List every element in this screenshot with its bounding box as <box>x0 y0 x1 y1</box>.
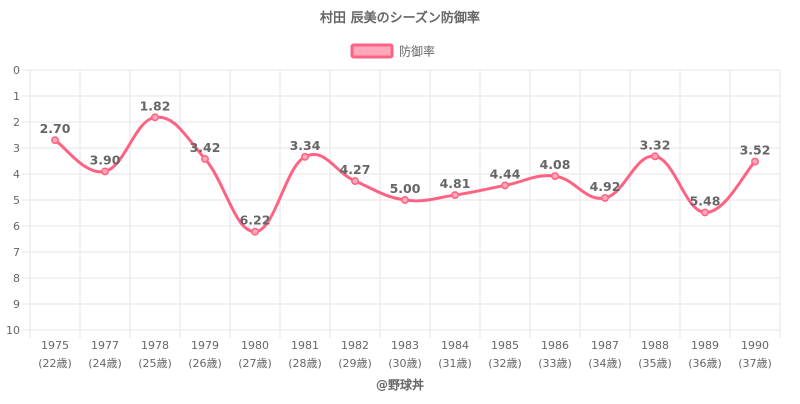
x-tick-sublabel: (33歳) <box>538 357 572 370</box>
x-tick-label: 1980 <box>241 339 269 352</box>
era-data-point[interactable] <box>751 157 759 166</box>
era-value-label: 4.27 <box>340 162 371 177</box>
x-tick-sublabel: (28歳) <box>288 357 322 370</box>
x-tick-sublabel: (37歳) <box>738 357 772 370</box>
era-data-point[interactable] <box>201 154 209 163</box>
credit-text: @野球丼 <box>376 377 424 392</box>
x-tick-label: 1977 <box>91 339 119 352</box>
x-tick-sublabel: (24歳) <box>88 357 122 370</box>
y-tick-label: 2 <box>13 116 20 129</box>
era-data-point[interactable] <box>451 191 459 200</box>
y-tick-label: 5 <box>13 194 20 207</box>
era-value-label: 3.34 <box>290 138 321 153</box>
era-value-label: 3.52 <box>740 143 771 158</box>
y-tick-label: 8 <box>13 272 20 285</box>
era-value-label: 3.42 <box>190 140 221 155</box>
era-data-point[interactable] <box>501 181 509 190</box>
era-value-label: 5.00 <box>390 181 421 196</box>
legend[interactable]: 防御率 <box>350 43 435 59</box>
x-tick-sublabel: (25歳) <box>138 357 172 370</box>
grid <box>22 69 781 338</box>
legend-swatch <box>350 43 394 59</box>
x-tick-sublabel: (36歳) <box>688 357 722 370</box>
x-tick-label: 1982 <box>341 339 369 352</box>
y-tick-label: 10 <box>6 324 20 337</box>
era-data-point[interactable] <box>401 196 409 204</box>
era-data-point[interactable] <box>301 152 309 161</box>
x-tick-sublabel: (22歳) <box>38 357 72 370</box>
era-value-label: 4.81 <box>440 176 471 191</box>
y-tick-label: 4 <box>13 168 20 181</box>
x-tick-sublabel: (26歳) <box>188 357 222 370</box>
data-labels: 2.70 3.90 1.82 3.42 6.22 3.34 4.27 5.00 4.81 4.44… <box>40 98 771 227</box>
x-tick-sublabel: (32歳) <box>488 357 522 370</box>
x-tick-sublabel: (30歳) <box>388 357 422 370</box>
x-tick-label: 1987 <box>591 339 619 352</box>
legend-label: 防御率 <box>399 44 435 59</box>
x-tick-label: 1984 <box>441 339 469 352</box>
x-tick-sublabel: (34歳) <box>588 357 622 370</box>
era-value-label: 1.82 <box>140 98 171 113</box>
era-data-point[interactable] <box>551 172 559 181</box>
era-value-label: 6.22 <box>240 213 271 228</box>
era-value-label: 4.44 <box>490 166 521 181</box>
era-value-label: 4.92 <box>590 179 621 194</box>
era-data-point[interactable] <box>251 227 259 236</box>
era-data-point[interactable] <box>151 113 159 122</box>
era-value-label: 3.32 <box>640 137 671 152</box>
era-data-point[interactable] <box>101 167 109 176</box>
y-tick-label: 0 <box>13 64 20 77</box>
era-data-point[interactable] <box>351 177 359 185</box>
y-tick-label: 7 <box>13 246 20 259</box>
era-value-label: 2.70 <box>40 121 71 136</box>
y-tick-label: 9 <box>13 298 20 311</box>
y-tick-label: 1 <box>13 90 20 103</box>
x-tick-label: 1981 <box>291 339 319 352</box>
series-era <box>51 113 759 236</box>
x-tick-label: 1985 <box>491 339 519 352</box>
x-tick-label: 1983 <box>391 339 419 352</box>
era-data-point[interactable] <box>651 152 659 161</box>
era-value-label: 4.08 <box>540 157 571 172</box>
x-tick-label: 1988 <box>641 339 669 352</box>
x-tick-sublabel: (29歳) <box>338 357 372 370</box>
x-tick-label: 1975 <box>41 339 69 352</box>
x-tick-sublabel: (31歳) <box>438 357 472 370</box>
x-tick-sublabel: (35歳) <box>638 357 672 370</box>
era-data-point[interactable] <box>701 208 709 217</box>
x-tick-label: 1986 <box>541 339 569 352</box>
era-value-label: 3.90 <box>90 152 121 167</box>
y-tick-label: 3 <box>13 142 20 155</box>
era-series-line <box>53 115 757 234</box>
era-data-point[interactable] <box>601 193 609 202</box>
x-tick-label: 1978 <box>141 339 169 352</box>
x-tick-sublabel: (27歳) <box>238 357 272 370</box>
chart-title: 村田 辰美のシーズン防御率 <box>320 10 480 26</box>
x-tick-label: 1990 <box>741 339 769 352</box>
era-value-label: 5.48 <box>690 193 721 208</box>
x-tick-label: 1989 <box>691 339 719 352</box>
y-tick-label: 6 <box>13 220 20 233</box>
era-data-point[interactable] <box>51 136 59 145</box>
x-tick-label: 1979 <box>191 339 219 352</box>
axes: 0 1 2 3 4 5 6 7 8 9 10 1975 (22歳) 1977 (24歳) 1978 (25歳) 1… <box>6 64 772 370</box>
